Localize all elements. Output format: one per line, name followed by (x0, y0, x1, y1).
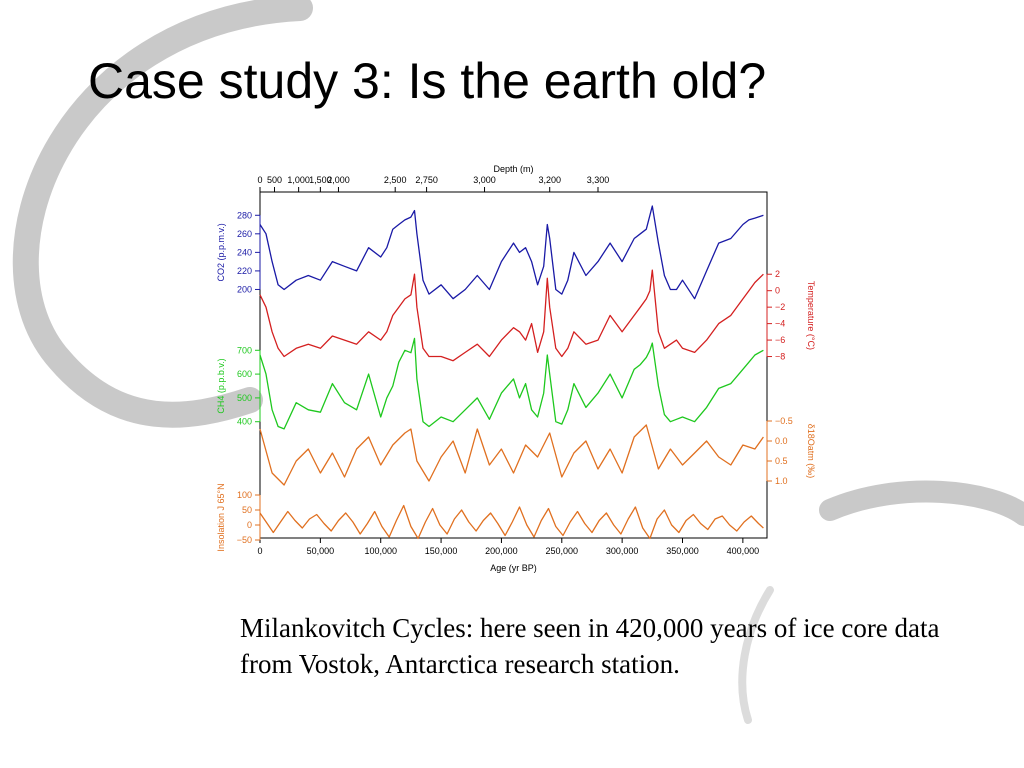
y-axis-label-co2: CO2 (p.p.m.v.) (216, 223, 226, 281)
y-tick-label-ch4: 400 (237, 417, 252, 427)
depth-tick-label: 1,500 (309, 175, 332, 185)
y-tick-label-o18: −0.5 (775, 416, 793, 426)
y-tick-label-insolation: 0 (247, 520, 252, 530)
y-tick-label-ch4: 700 (237, 345, 252, 355)
swoosh-arc-left (12, 0, 313, 428)
y-axis-label-insolation: Insolation J 65°N (216, 483, 226, 551)
swoosh-wisp (738, 586, 774, 724)
series-line-insolation (259, 504, 764, 540)
y-tick-label-temperature: 2 (775, 269, 780, 279)
y-tick-label-insolation: 50 (242, 505, 252, 515)
depth-axis-label: Depth (m) (493, 164, 533, 174)
y-tick-label-temperature: −4 (775, 319, 785, 329)
depth-tick-label: 2,000 (327, 175, 350, 185)
age-tick-label: 100,000 (364, 546, 397, 556)
series-line-ch4 (259, 337, 764, 430)
y-tick-label-o18: 0.0 (775, 436, 788, 446)
slide-caption: Milankovitch Cycles: here seen in 420,00… (240, 613, 940, 679)
depth-tick-label: 3,300 (587, 175, 610, 185)
age-tick-label: 350,000 (666, 546, 699, 556)
y-tick-label-ch4: 600 (237, 369, 252, 379)
series-line-co2 (259, 205, 764, 300)
y-tick-label-co2: 200 (237, 284, 252, 294)
age-tick-label: 50,000 (307, 546, 335, 556)
y-tick-label-o18: 0.5 (775, 456, 788, 466)
depth-tick-label: 2,500 (384, 175, 407, 185)
y-axis-label-o18: δ18Oatm (‰) (806, 424, 816, 479)
y-tick-label-insolation: 100 (237, 490, 252, 500)
age-tick-label: 150,000 (425, 546, 458, 556)
y-tick-label-temperature: −8 (775, 352, 785, 362)
depth-tick-label: 1,000 (287, 175, 310, 185)
y-axis-label-temperature: Temperature (°C) (806, 281, 816, 350)
age-tick-label: 400,000 (727, 546, 760, 556)
depth-tick-label: 0 (257, 175, 262, 185)
age-tick-label: 250,000 (546, 546, 579, 556)
age-tick-label: 300,000 (606, 546, 639, 556)
depth-tick-label: 3,000 (473, 175, 496, 185)
depth-tick-label: 2,750 (415, 175, 438, 185)
y-tick-label-co2: 280 (237, 210, 252, 220)
y-tick-label-o18: 1.0 (775, 476, 788, 486)
age-tick-label: 0 (257, 546, 262, 556)
y-tick-label-ch4: 500 (237, 393, 252, 403)
slide-title: Case study 3: Is the earth old? (88, 53, 767, 109)
y-tick-label-co2: 260 (237, 229, 252, 239)
depth-tick-label: 3,200 (538, 175, 561, 185)
age-tick-label: 200,000 (485, 546, 518, 556)
age-axis-label: Age (yr BP) (490, 563, 537, 573)
y-tick-label-temperature: −2 (775, 302, 785, 312)
y-axis-label-ch4: CH4 (p.p.b.v.) (216, 358, 226, 413)
y-tick-label-temperature: −6 (775, 335, 785, 345)
depth-tick-label: 500 (267, 175, 282, 185)
series-line-temperature (259, 269, 764, 362)
series-line-o18 (259, 424, 764, 486)
y-tick-label-insolation: −50 (237, 535, 252, 545)
y-tick-label-co2: 220 (237, 266, 252, 276)
y-tick-label-temperature: 0 (775, 286, 780, 296)
y-tick-label-co2: 240 (237, 247, 252, 257)
swoosh-arc-right (819, 480, 1024, 526)
